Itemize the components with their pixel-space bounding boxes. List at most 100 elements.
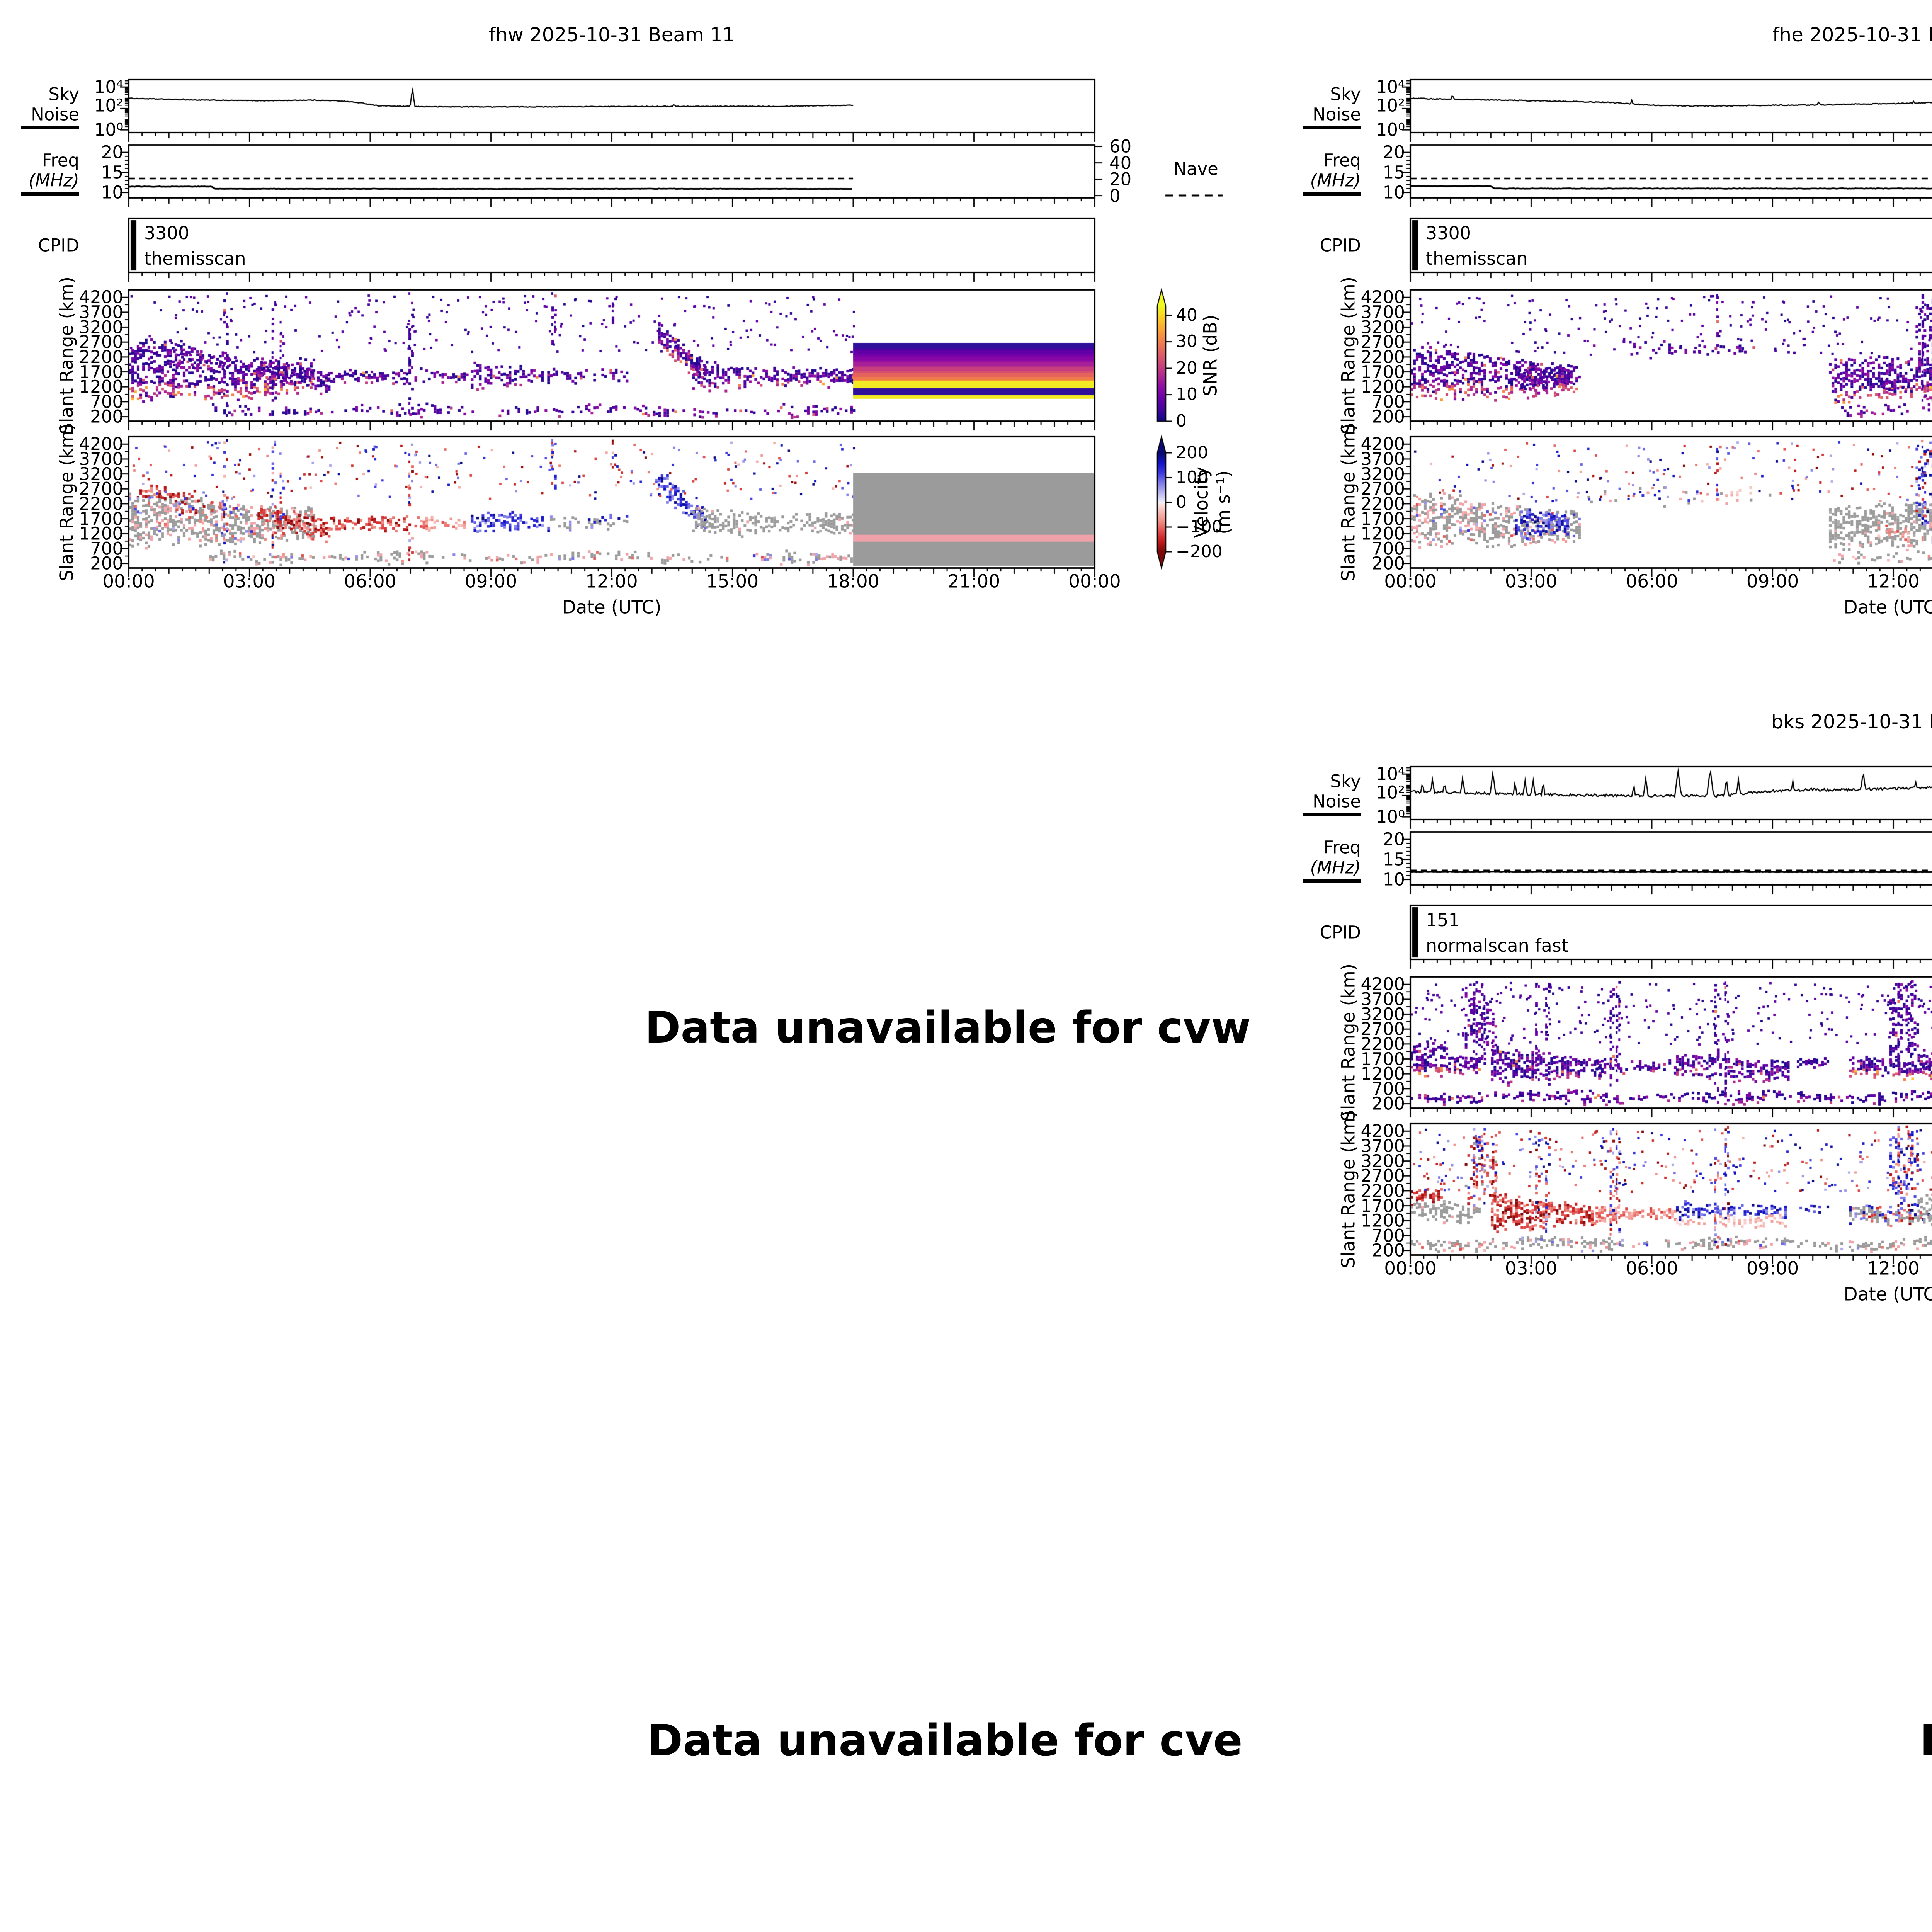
- x-tick-label: 18:00: [827, 571, 879, 592]
- cpid-name: themisscan: [144, 248, 246, 269]
- freq-ytick: 10: [101, 182, 123, 203]
- freq-label-line1: Freq: [42, 150, 79, 171]
- freq-ytick: 15: [1383, 849, 1405, 870]
- nave-tick: 60: [1109, 136, 1132, 157]
- slant-range-ytick: 3200: [1361, 317, 1405, 338]
- cpid-label: CPID: [38, 235, 79, 256]
- slant-range-ytick: 2200: [79, 347, 123, 367]
- slant-range-ytick: 3200: [1361, 1151, 1405, 1172]
- cpid-label: CPID: [1320, 235, 1361, 256]
- slant-range-ytick: 1200: [1361, 1063, 1405, 1084]
- nave-label: Nave: [1173, 158, 1218, 179]
- vel-colorbar-tick: −200: [1176, 542, 1223, 561]
- slant-range-ytick: 1700: [1361, 1196, 1405, 1216]
- x-tick-label: 09:00: [464, 571, 517, 592]
- slant-range-axis-label: Slant Range (km): [1338, 1110, 1359, 1269]
- date-axis-label: Date (UTC): [562, 597, 662, 618]
- cpid-name: themisscan: [1426, 248, 1528, 269]
- x-tick-label: 03:00: [1505, 1258, 1558, 1279]
- slant-range-ytick: 1700: [79, 509, 123, 529]
- x-tick-label: 03:00: [1505, 571, 1558, 592]
- slant-range-ytick: 700: [1372, 538, 1405, 559]
- slant-range-ytick: 3200: [79, 464, 123, 485]
- x-tick-label: 00:00: [102, 571, 155, 592]
- freq-ytick: 20: [1383, 142, 1405, 163]
- slant-range-ytick: 1200: [1361, 1210, 1405, 1231]
- x-tick-label: 06:00: [1626, 571, 1678, 592]
- date-axis-label: Date (UTC): [1844, 597, 1932, 618]
- date-axis-label: Date (UTC): [1844, 1284, 1932, 1305]
- slant-range-ytick: 2700: [79, 332, 123, 352]
- snr-colorbar-tick: 40: [1176, 305, 1197, 325]
- freq-ytick: 10: [1383, 869, 1405, 890]
- sky-noise-label-line2: Noise: [1313, 104, 1361, 125]
- slant-range-ytick: 1200: [79, 523, 123, 544]
- slant-range-ytick: 2700: [1361, 1165, 1405, 1186]
- vel-colorbar-tick: −100: [1176, 517, 1223, 537]
- slant-range-ytick: 3200: [1361, 464, 1405, 485]
- freq-label-line2: (MHz): [1310, 857, 1361, 878]
- freq-ytick: 15: [101, 162, 123, 183]
- slant-range-ytick: 1200: [1361, 523, 1405, 544]
- slant-range-ytick: 4200: [1361, 974, 1405, 995]
- freq-ytick: 15: [1383, 162, 1405, 183]
- slant-range-ytick: 2200: [1361, 1180, 1405, 1201]
- slant-range-ytick: 3200: [1361, 1004, 1405, 1025]
- slant-range-ytick: 2200: [79, 493, 123, 514]
- slant-range-ytick: 200: [1372, 406, 1405, 427]
- slant-range-ytick: 3200: [79, 317, 123, 338]
- vel-colorbar-tick: 200: [1176, 443, 1208, 463]
- unavailable-notice-cvw: Data unavailable for cvw: [645, 1003, 1251, 1053]
- cpid-id: 3300: [1426, 223, 1471, 243]
- nave-tick: 0: [1109, 185, 1121, 206]
- x-tick-label: 12:00: [1867, 571, 1920, 592]
- plot-title: fhw 2025-10-31 Beam 11: [488, 24, 735, 46]
- slant-range-ytick: 700: [1372, 1225, 1405, 1246]
- vel-colorbar-label-line1: Velocity: [1191, 466, 1213, 538]
- freq-ytick: 20: [1383, 829, 1405, 850]
- x-tick-label: 06:00: [1626, 1258, 1678, 1279]
- slant-range-ytick: 3700: [1361, 449, 1405, 469]
- sky-ytick: 10⁴: [1376, 77, 1405, 97]
- sky-ytick: 10²: [1376, 95, 1405, 116]
- nave-tick: 40: [1109, 153, 1132, 173]
- slant-range-ytick: 1200: [79, 376, 123, 397]
- sky-label-underline: [1303, 126, 1361, 129]
- slant-range-axis-label: Slant Range (km): [1338, 423, 1359, 582]
- x-tick-label: 00:00: [1384, 571, 1437, 592]
- x-tick-label: 00:00: [1068, 571, 1121, 592]
- slant-range-ytick: 1700: [79, 362, 123, 382]
- sky-noise-label-line1: Sky: [1330, 771, 1361, 792]
- freq-ytick: 10: [1383, 182, 1405, 203]
- plot-title: bks 2025-10-31 Beam 15: [1771, 711, 1932, 733]
- sky-ytick: 10⁰: [1376, 806, 1405, 827]
- slant-range-ytick: 200: [90, 406, 123, 427]
- snr-colorbar-tick: 0: [1176, 411, 1187, 431]
- slant-range-ytick: 200: [1372, 553, 1405, 574]
- slant-range-axis-label: Slant Range (km): [1338, 276, 1359, 435]
- x-tick-label: 09:00: [1746, 1258, 1799, 1279]
- slant-range-ytick: 4200: [79, 287, 123, 308]
- plot-title: fhe 2025-10-31 Beam 11: [1772, 24, 1932, 46]
- nave-tick: 20: [1109, 169, 1132, 190]
- x-tick-label: 15:00: [706, 571, 759, 592]
- cpid-id: 3300: [144, 223, 190, 243]
- freq-label-underline: [21, 192, 79, 196]
- slant-range-ytick: 4200: [1361, 1121, 1405, 1141]
- slant-range-ytick: 200: [1372, 1240, 1405, 1261]
- slant-range-ytick: 200: [90, 553, 123, 574]
- slant-range-ytick: 2700: [1361, 332, 1405, 352]
- freq-ytick: 20: [101, 142, 123, 163]
- snr-colorbar-tick: 30: [1176, 332, 1197, 352]
- cpid-id: 151: [1426, 910, 1460, 930]
- slant-range-ytick: 700: [90, 391, 123, 412]
- sky-ytick: 10⁴: [94, 77, 123, 97]
- x-tick-label: 09:00: [1746, 571, 1799, 592]
- freq-label-line1: Freq: [1323, 150, 1361, 171]
- vel-colorbar-tick: 100: [1176, 468, 1208, 487]
- sky-label-underline: [1303, 813, 1361, 816]
- slant-range-ytick: 3700: [1361, 1136, 1405, 1156]
- x-tick-label: 03:00: [223, 571, 276, 592]
